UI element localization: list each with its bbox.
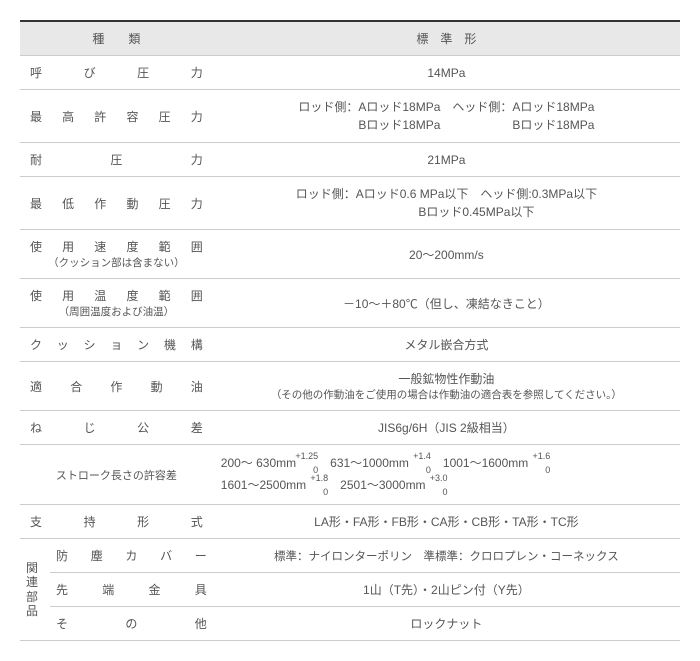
row-label: 耐圧力 (20, 143, 213, 177)
header-std: 標 準 形 (213, 21, 680, 56)
row-label-main: 使用温度範囲 (30, 289, 203, 303)
row-label: 呼び圧力 (20, 56, 213, 90)
row-value: ロッド側：Aロッド0.6 MPa以下 ヘッド側:0.3MPa以下 Bロッド0.4… (213, 177, 680, 230)
row-label: 適合作動油 (20, 362, 213, 411)
row-value: ロックナット (213, 607, 680, 641)
row-label-sub: （クッション部は含まない） (30, 255, 203, 270)
row-value-sub: （その他の作動油をご使用の場合は作動油の適合表を参照してください。） (271, 389, 622, 401)
row-label: 使用速度範囲 （クッション部は含まない） (20, 230, 213, 279)
row-group-label: 関連部品 (20, 539, 50, 641)
row-value: 標準：ナイロンターポリン 準標準：クロロプレン・コーネックス (213, 539, 680, 573)
row-label: 最低作動圧力 (20, 177, 213, 230)
row-value: 21MPa (213, 143, 680, 177)
row-value: メタル嵌合方式 (213, 328, 680, 362)
row-sublabel: 防塵カバー (50, 539, 213, 573)
row-label: 最高許容圧力 (20, 90, 213, 143)
header-kind: 種 類 (20, 21, 213, 56)
row-value: ロッド側：Aロッド18MPa ヘッド側：Aロッド18MPa Bロッド18MPa … (213, 90, 680, 143)
row-value: LA形・FA形・FB形・CA形・CB形・TA形・TC形 (213, 505, 680, 539)
row-value: 20～200mm/s (213, 230, 680, 279)
spec-table: 種 類 標 準 形 呼び圧力 14MPa 最高許容圧力 ロッド側：Aロッド18M… (20, 20, 680, 641)
row-sublabel: 先端金具 (50, 573, 213, 607)
row-label-main: 使用速度範囲 (30, 240, 203, 254)
row-label: ねじ公差 (20, 411, 213, 445)
row-value: －10～＋80℃（但し、凍結なきこと） (213, 279, 680, 328)
row-value-main: 一般鉱物性作動油 (398, 372, 494, 386)
row-label-sub: （周囲温度および油温） (30, 304, 203, 319)
row-label: ストローク長さの許容差 (20, 445, 213, 505)
row-sublabel: その他 (50, 607, 213, 641)
row-label: 支持形式 (20, 505, 213, 539)
row-label: クッション機構 (20, 328, 213, 362)
row-label: 使用温度範囲 （周囲温度および油温） (20, 279, 213, 328)
row-value: 1山（T先）・2山ピン付（Y先） (213, 573, 680, 607)
row-value: JIS6g/6H（JIS 2級相当） (213, 411, 680, 445)
row-value: 200～ 630mm+1.250 631～1000mm+1.40 1001～16… (213, 445, 680, 505)
row-value: 14MPa (213, 56, 680, 90)
row-value: 一般鉱物性作動油 （その他の作動油をご使用の場合は作動油の適合表を参照してくださ… (213, 362, 680, 411)
